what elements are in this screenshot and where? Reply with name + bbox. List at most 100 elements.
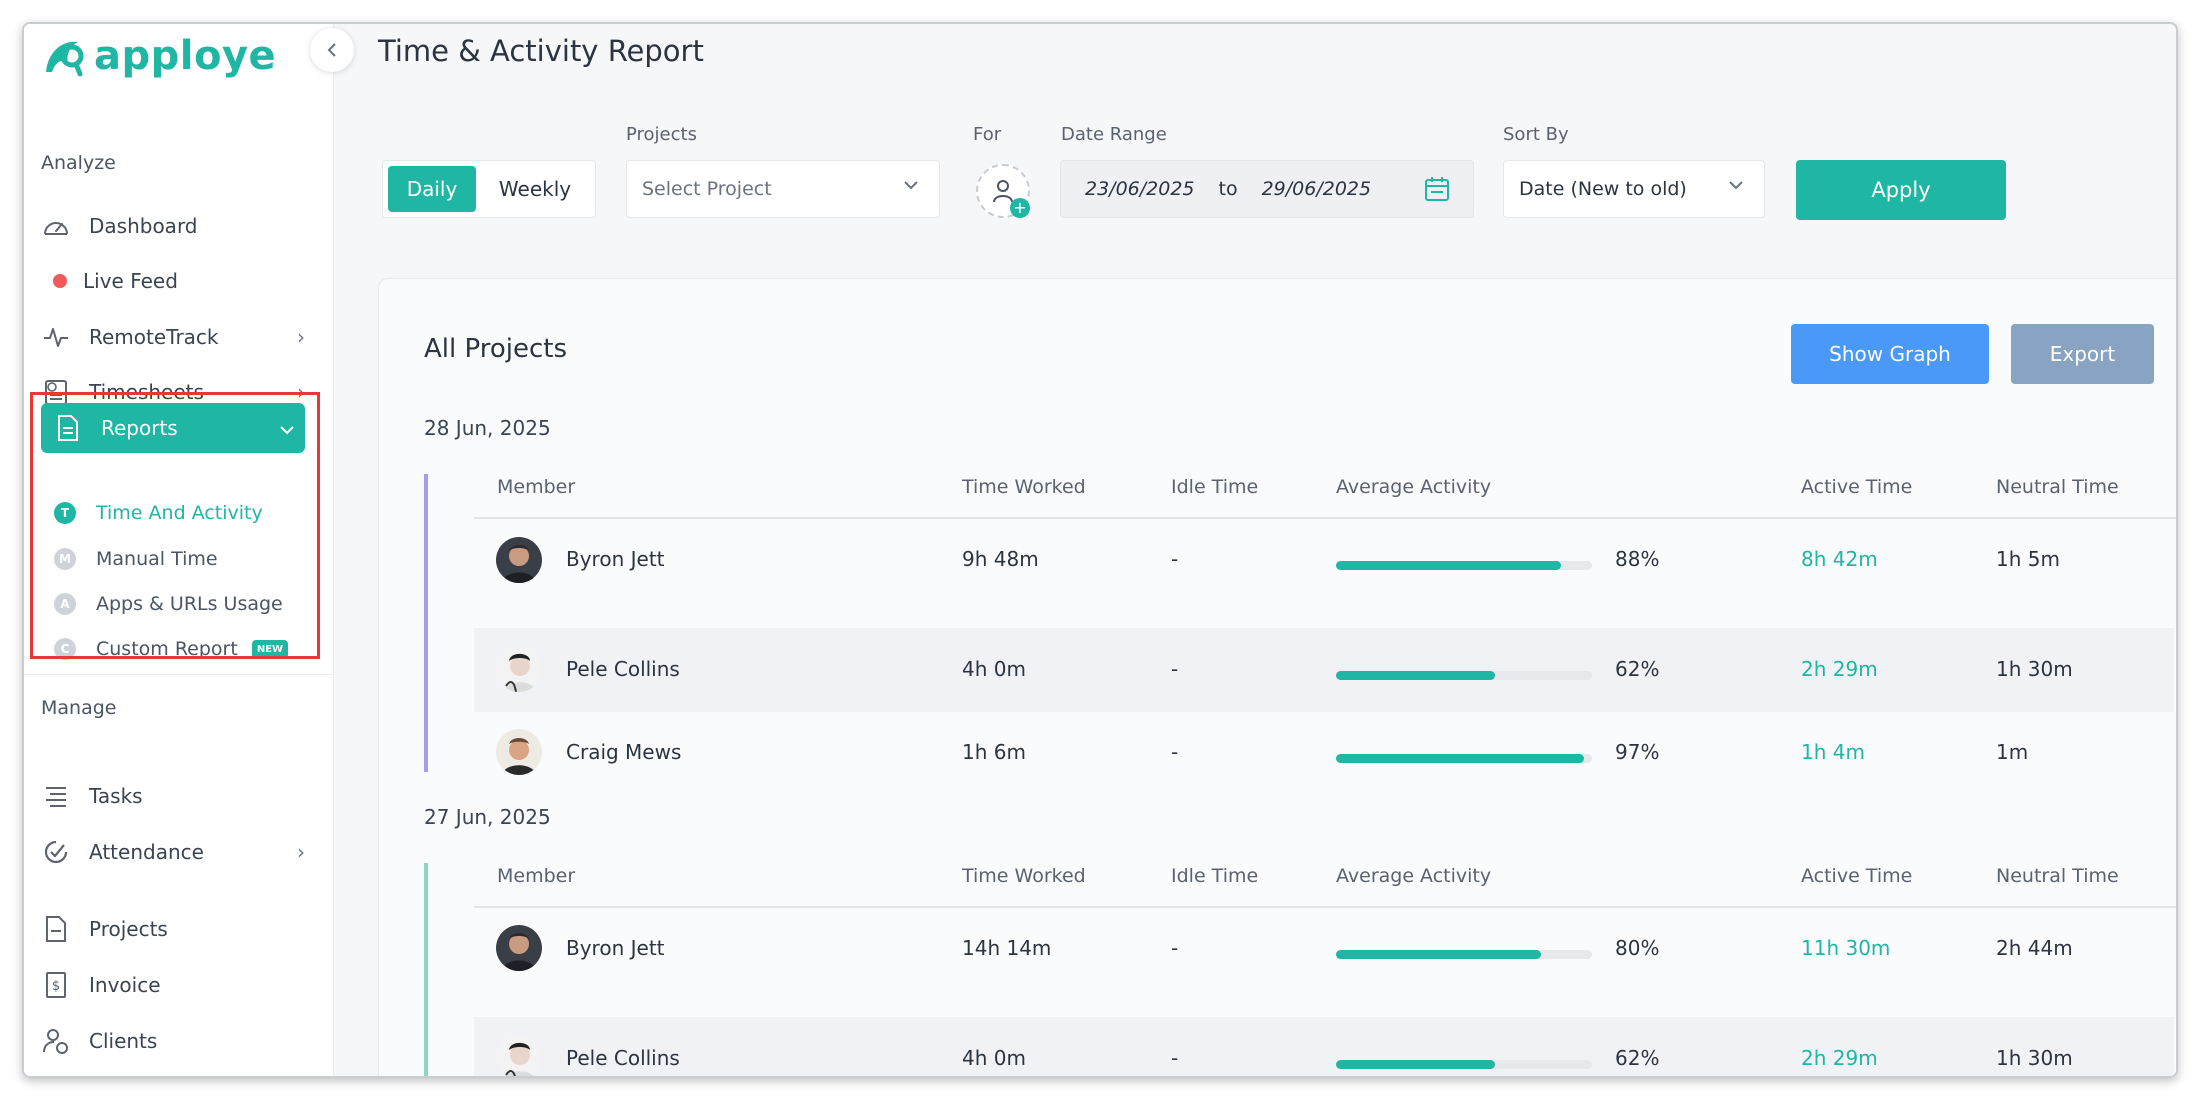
activity-bar bbox=[1336, 1060, 1592, 1069]
sidebar-item-dashboard[interactable]: Dashboard bbox=[41, 203, 311, 249]
column-header-neutral-time: Neutral Time bbox=[1996, 476, 2119, 498]
sidebar-item-projects[interactable]: Projects bbox=[41, 906, 311, 952]
sidebar-item-tasks[interactable]: Tasks bbox=[41, 773, 311, 819]
table-header-divider bbox=[474, 517, 2176, 519]
export-button[interactable]: Export bbox=[2011, 324, 2154, 384]
sub-badge-icon: C bbox=[54, 638, 76, 660]
activity-percent: 88% bbox=[1615, 547, 1660, 571]
group-date: 28 Jun, 2025 bbox=[424, 416, 551, 440]
project-select[interactable]: Select Project bbox=[626, 160, 940, 218]
section-analyze: Analyze bbox=[41, 152, 116, 174]
time-worked: 1h 6m bbox=[962, 740, 1026, 764]
divider bbox=[24, 674, 334, 675]
member-name[interactable]: Pele Collins bbox=[566, 1046, 680, 1070]
member-name[interactable]: Byron Jett bbox=[566, 547, 665, 571]
sort-by-label: Sort By bbox=[1503, 124, 1569, 145]
projects-label: Projects bbox=[626, 124, 697, 145]
activity-bar bbox=[1336, 754, 1592, 763]
sidebar-subitem-label: Custom Report bbox=[96, 638, 238, 660]
member-picker-button[interactable]: + bbox=[976, 164, 1030, 218]
time-worked: 9h 48m bbox=[962, 547, 1039, 571]
user-icon bbox=[993, 180, 1013, 203]
sidebar: apploye Analyze Dashboard Live Feed Remo… bbox=[24, 24, 334, 1076]
activity-bar bbox=[1336, 561, 1592, 570]
sub-badge-icon: A bbox=[54, 593, 76, 615]
active-time: 8h 42m bbox=[1801, 547, 1878, 571]
sidebar-item-label: Reports bbox=[101, 416, 178, 440]
active-time: 1h 4m bbox=[1801, 740, 1865, 764]
daily-toggle-button[interactable]: Daily bbox=[388, 166, 476, 212]
activity-percent: 80% bbox=[1615, 936, 1660, 960]
avatar bbox=[496, 729, 542, 775]
activity-bar-fill bbox=[1336, 950, 1541, 959]
idle-time: - bbox=[1171, 740, 1179, 764]
report-document-icon bbox=[53, 413, 83, 443]
sidebar-item-live-feed[interactable]: Live Feed bbox=[41, 258, 311, 304]
group-date: 27 Jun, 2025 bbox=[424, 805, 551, 829]
activity-pulse-icon bbox=[41, 322, 71, 352]
sidebar-subitem-manual-time[interactable]: M Manual Time bbox=[54, 543, 218, 575]
logo[interactable]: apploye bbox=[42, 32, 276, 80]
sidebar-subitem-label: Apps & URLs Usage bbox=[96, 593, 283, 615]
date-from: 23/06/2025 bbox=[1085, 178, 1195, 200]
sidebar-item-remotetrack[interactable]: RemoteTrack › bbox=[41, 314, 311, 360]
report-title: All Projects bbox=[424, 334, 567, 364]
avatar bbox=[496, 1035, 542, 1076]
sidebar-subitem-apps-urls[interactable]: A Apps & URLs Usage bbox=[54, 588, 283, 620]
member-name[interactable]: Pele Collins bbox=[566, 657, 680, 681]
calendar-icon bbox=[1423, 175, 1451, 208]
date-range-label: Date Range bbox=[1061, 124, 1167, 145]
time-worked: 4h 0m bbox=[962, 657, 1026, 681]
sidebar-item-label: Projects bbox=[89, 917, 168, 941]
column-header-average-activity: Average Activity bbox=[1336, 476, 1492, 498]
plus-icon: + bbox=[1010, 198, 1030, 218]
activity-bar-fill bbox=[1336, 754, 1585, 763]
idle-time: - bbox=[1171, 936, 1179, 960]
member-name[interactable]: Craig Mews bbox=[566, 740, 682, 764]
sidebar-item-attendance[interactable]: Attendance › bbox=[41, 829, 311, 875]
attendance-check-icon bbox=[41, 837, 71, 867]
apply-button[interactable]: Apply bbox=[1796, 160, 2006, 220]
collapse-sidebar-button[interactable] bbox=[310, 28, 354, 72]
sidebar-subitem-label: Time And Activity bbox=[96, 502, 263, 524]
time-worked: 14h 14m bbox=[962, 936, 1052, 960]
column-header-idle-time: Idle Time bbox=[1171, 476, 1259, 498]
date-to: 29/06/2025 bbox=[1261, 178, 1372, 200]
project-file-icon bbox=[41, 914, 71, 944]
sidebar-subitem-time-and-activity[interactable]: T Time And Activity bbox=[54, 497, 263, 529]
sidebar-item-reports[interactable]: Reports bbox=[41, 403, 305, 453]
column-header-average-activity: Average Activity bbox=[1336, 865, 1492, 887]
activity-bar-fill bbox=[1336, 671, 1495, 680]
sidebar-subitem-custom-report[interactable]: C Custom Report NEW bbox=[54, 633, 289, 665]
sidebar-item-label: Invoice bbox=[89, 973, 161, 997]
member-name[interactable]: Byron Jett bbox=[566, 936, 665, 960]
idle-time: - bbox=[1171, 547, 1179, 571]
neutral-time: 1m bbox=[1996, 740, 2029, 764]
column-header-active-time: Active Time bbox=[1801, 865, 1913, 887]
project-select-placeholder: Select Project bbox=[642, 178, 772, 200]
sidebar-item-label: Tasks bbox=[89, 784, 143, 808]
show-graph-button[interactable]: Show Graph bbox=[1791, 324, 1989, 384]
svg-text:$: $ bbox=[52, 979, 60, 994]
sidebar-item-clients[interactable]: Clients bbox=[41, 1018, 311, 1064]
column-header-member: Member bbox=[497, 865, 576, 887]
invoice-dollar-icon: $ bbox=[41, 970, 71, 1000]
column-header-time-worked: Time Worked bbox=[962, 865, 1086, 887]
activity-bar-fill bbox=[1336, 561, 1562, 570]
for-label: For bbox=[973, 124, 1002, 145]
column-header-neutral-time: Neutral Time bbox=[1996, 865, 2119, 887]
table-header-divider bbox=[474, 906, 2176, 908]
activity-bar bbox=[1336, 671, 1592, 680]
activity-percent: 62% bbox=[1615, 657, 1660, 681]
section-manage: Manage bbox=[41, 697, 117, 719]
weekly-toggle-button[interactable]: Weekly bbox=[498, 177, 572, 201]
column-header-active-time: Active Time bbox=[1801, 476, 1913, 498]
activity-percent: 97% bbox=[1615, 740, 1660, 764]
chevron-right-icon: › bbox=[297, 325, 305, 349]
sidebar-item-invoice[interactable]: $ Invoice bbox=[41, 962, 311, 1008]
active-time: 2h 29m bbox=[1801, 657, 1878, 681]
sort-by-select[interactable]: Date (New to old) bbox=[1503, 160, 1765, 218]
column-header-time-worked: Time Worked bbox=[962, 476, 1086, 498]
date-range-picker[interactable]: 23/06/2025 to 29/06/2025 bbox=[1060, 160, 1474, 218]
avatar bbox=[496, 646, 542, 692]
